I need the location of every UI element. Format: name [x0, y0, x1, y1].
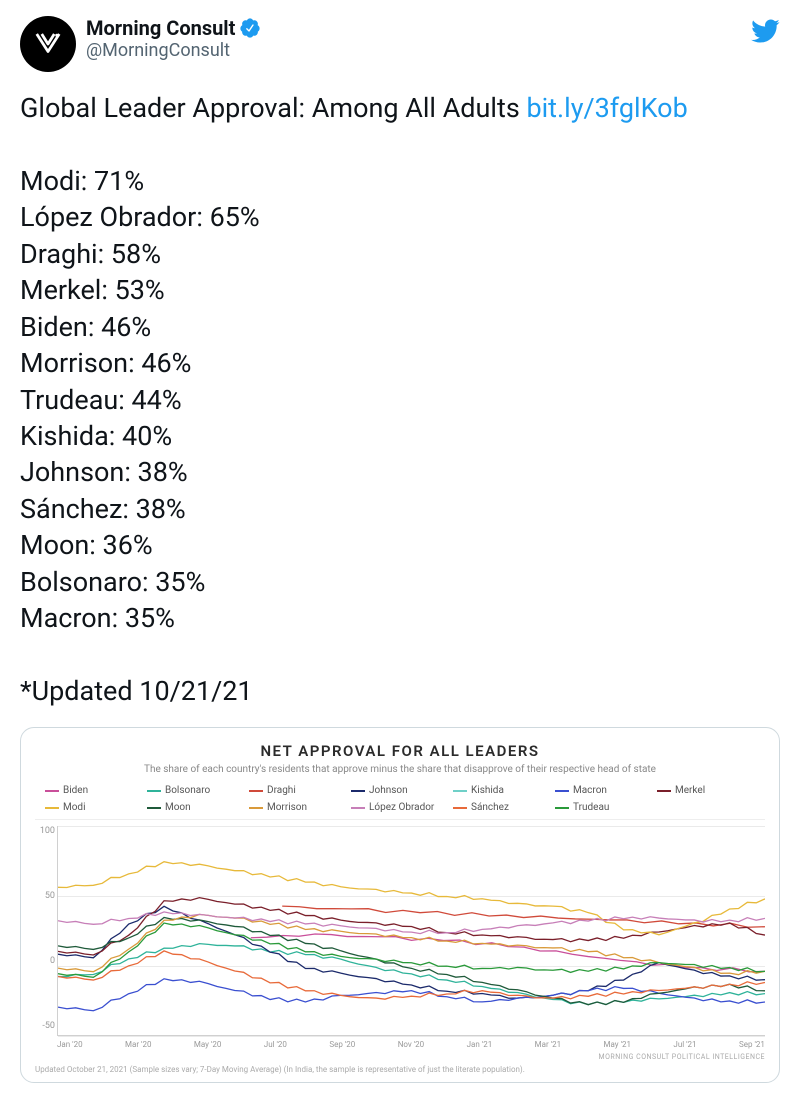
legend-item[interactable]: Trudeau [555, 802, 653, 813]
legend-color-dash [453, 790, 467, 792]
x-tick-label: Nov '20 [398, 1040, 424, 1049]
chart-series-line [58, 951, 765, 999]
chart-plot [57, 826, 765, 1036]
legend-label: Sánchez [471, 802, 509, 813]
chart-plot-area: 100 50 0 -50 Jan '20 Mar '20 May '20 Jul '20 Se… [35, 826, 765, 1049]
y-tick-label: 50 [33, 891, 55, 901]
x-tick-label: May '21 [604, 1040, 631, 1049]
legend-label: Trudeau [573, 802, 609, 813]
legend-label: Macron [573, 785, 607, 796]
legend-label: Biden [63, 785, 88, 796]
display-name-row[interactable]: Morning Consult [86, 16, 261, 40]
chart-series-line [58, 944, 765, 1005]
chart-y-axis: 100 50 0 -50 [33, 826, 55, 1031]
tweet-body: Global Leader Approval: Among All Adults… [20, 90, 780, 709]
x-tick-label: Jan '21 [467, 1040, 493, 1049]
legend-label: Morrison [267, 802, 307, 813]
legend-color-dash [249, 790, 263, 792]
y-tick-label: 0 [33, 956, 55, 966]
legend-item[interactable]: Draghi [249, 785, 347, 796]
chart-series-line [58, 918, 765, 1005]
legend-label: López Obrador [369, 802, 434, 813]
chart-card: NET APPROVAL FOR ALL LEADERS The share o… [20, 727, 780, 1083]
legend-color-dash [351, 790, 365, 792]
chart-lines-svg [58, 826, 765, 1035]
handle[interactable]: @MorningConsult [86, 40, 261, 61]
legend-item[interactable]: Kishida [453, 785, 551, 796]
legend-color-dash [249, 807, 263, 809]
y-tick-label: -50 [33, 1021, 55, 1031]
legend-label: Bolsonaro [165, 785, 210, 796]
x-tick-label: Mar '21 [535, 1040, 561, 1049]
x-tick-label: Jan '20 [57, 1040, 83, 1049]
avatar[interactable] [20, 16, 76, 72]
legend-item[interactable]: Bolsonaro [147, 785, 245, 796]
legend-item[interactable]: Morrison [249, 802, 347, 813]
legend-item[interactable]: Sánchez [453, 802, 551, 813]
chart-series-line [251, 934, 765, 972]
chart-gridline [58, 1036, 765, 1037]
verified-badge-icon [239, 17, 261, 39]
tweet-header: Morning Consult @MorningConsult [20, 16, 780, 72]
legend-label: Kishida [471, 785, 504, 796]
chart-source-label: MORNING CONSULT POLITICAL INTELLIGENCE [35, 1053, 765, 1061]
legend-item[interactable]: López Obrador [351, 802, 449, 813]
twitter-logo-icon[interactable] [750, 16, 780, 50]
y-tick-label: 100 [33, 826, 55, 836]
legend-label: Johnson [369, 785, 408, 796]
x-tick-label: Sep '21 [739, 1040, 765, 1049]
tweet-card: Morning Consult @MorningConsult Global L… [0, 0, 800, 1099]
chart-footnote: Updated October 21, 2021 (Sample sizes v… [35, 1065, 765, 1074]
chart-subtitle: The share of each country's residents th… [35, 764, 765, 775]
legend-item[interactable]: Johnson [351, 785, 449, 796]
chart-title: NET APPROVAL FOR ALL LEADERS [35, 742, 765, 760]
chart-x-axis: Jan '20 Mar '20 May '20 Jul '20 Sep '20 Nov '… [57, 1040, 765, 1049]
legend-color-dash [147, 807, 161, 809]
tweet-updated: *Updated 10/21/21 [20, 675, 253, 707]
legend-color-dash [45, 790, 59, 792]
legend-item[interactable]: Modi [45, 802, 143, 813]
legend-color-dash [147, 790, 161, 792]
x-tick-label: Jul '21 [673, 1040, 696, 1049]
chart-series-line [58, 923, 765, 977]
chart-legend: Biden Bolsonaro Draghi Johnson Kishida Macron… [35, 785, 765, 820]
legend-label: Moon [165, 802, 191, 813]
legend-item[interactable]: Merkel [657, 785, 755, 796]
chart-series-line [58, 979, 765, 1011]
x-tick-label: May '20 [194, 1040, 221, 1049]
leaders-list: Modi: 71% López Obrador: 65% Draghi: 58%… [20, 165, 260, 634]
tweet-link[interactable]: bit.ly/3fglKob [526, 92, 687, 124]
display-name: Morning Consult [86, 16, 235, 40]
legend-color-dash [555, 807, 569, 809]
legend-color-dash [555, 790, 569, 792]
legend-color-dash [351, 807, 365, 809]
legend-color-dash [45, 807, 59, 809]
legend-color-dash [453, 807, 467, 809]
x-tick-label: Mar '20 [125, 1040, 151, 1049]
x-tick-label: Jul '20 [264, 1040, 287, 1049]
legend-item[interactable]: Macron [555, 785, 653, 796]
legend-label: Draghi [267, 785, 296, 796]
legend-label: Modi [63, 802, 86, 813]
x-tick-label: Sep '20 [329, 1040, 355, 1049]
legend-item[interactable]: Biden [45, 785, 143, 796]
legend-color-dash [657, 790, 671, 792]
legend-label: Merkel [675, 785, 705, 796]
legend-item[interactable]: Moon [147, 802, 245, 813]
account-names: Morning Consult @MorningConsult [86, 16, 261, 61]
avatar-logo-icon [33, 29, 63, 59]
tweet-lead-text: Global Leader Approval: Among All Adults [20, 92, 526, 124]
tweet-header-left: Morning Consult @MorningConsult [20, 16, 261, 72]
